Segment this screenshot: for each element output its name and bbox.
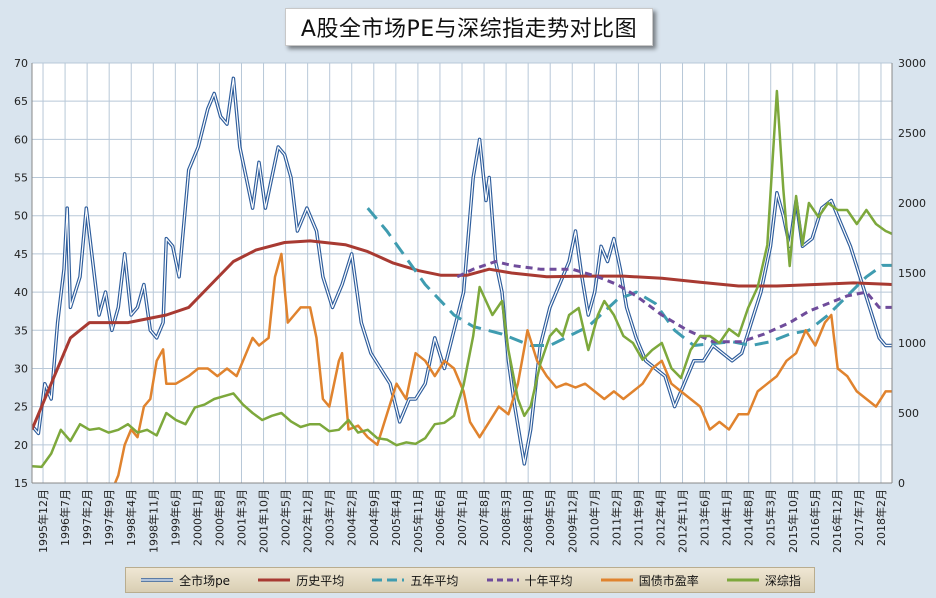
x-tick-label: 2001年10月 [257, 489, 271, 553]
chart-title: A股全市场PE与深综指走势对比图 [300, 17, 638, 42]
x-tick-label: 2015年3月 [764, 489, 778, 546]
axes: 15 20 25 30 35 40 45 50 55 60 65 70 0 500 1000 1500 2000… [14, 57, 926, 553]
legend-item-five: 五年平均 [370, 572, 458, 589]
x-tick-label: 2010年7月 [587, 489, 601, 546]
x-tick-label: 2002年12月 [301, 489, 315, 553]
x-tick-label: 2013年6月 [698, 489, 712, 546]
series-line-hist-avg-group [32, 239, 892, 431]
x-tick-label: 2004年2月 [345, 489, 359, 546]
legend-swatch-szzs [726, 578, 759, 582]
x-tick-label: 2014年1月 [720, 489, 734, 546]
y-left-tick-label: 40 [14, 286, 28, 299]
x-tick-label: 2002年5月 [279, 489, 293, 546]
x-tick-label: 2008年10月 [521, 489, 535, 553]
y-left-tick-label: 25 [14, 401, 28, 414]
legend-item-pe: 全市场pe [139, 572, 230, 589]
y-left-tick-label: 35 [14, 324, 28, 337]
x-tick-label: 1997年9月 [102, 489, 116, 546]
series-line-pe-inner [32, 77, 892, 465]
legend-label: 历史平均 [296, 573, 345, 588]
x-tick-label: 2008年3月 [499, 489, 513, 546]
x-tick-label: 2007年8月 [477, 489, 491, 546]
y-right-tick-label: 2500 [898, 127, 926, 140]
x-tick-label: 1998年11月 [146, 489, 160, 553]
legend-item-hist: 历史平均 [256, 572, 344, 589]
x-tick-label: 2000年8月 [212, 489, 226, 546]
y-left-tick-label: 15 [14, 477, 28, 490]
series-line-szzs [32, 89, 892, 469]
x-tick-label: 2012年11月 [676, 489, 690, 553]
x-tick-label: 2000年1月 [190, 489, 204, 546]
legend-label: 全市场pe [179, 573, 231, 588]
y-left-tick-label: 70 [14, 57, 28, 70]
legend-item-szzs: 深综指 [725, 572, 801, 589]
x-tick-label: 2001年3月 [234, 489, 248, 546]
series-line-bond-pe-group [105, 252, 892, 483]
y-right-tick-label: 500 [898, 407, 919, 420]
series-line-5yr-avg-group [366, 207, 892, 347]
y-left-tick-label: 30 [14, 362, 28, 375]
legend-swatch-pe [141, 578, 174, 582]
series-line-bond-pe [105, 252, 892, 483]
y-left-tick-label: 55 [14, 172, 28, 185]
x-tick-label: 2004年9月 [367, 489, 381, 546]
legend-swatch-ten [486, 578, 519, 582]
legend-swatch-bond [600, 578, 633, 582]
series-layer [32, 76, 892, 483]
x-tick-label: 2015年10月 [786, 489, 800, 553]
x-tick-label: 2018年2月 [874, 489, 888, 546]
chart-title-box: A股全市场PE与深综指走势对比图 [285, 8, 653, 46]
legend-label: 国债市盈率 [638, 573, 699, 588]
x-tick-label: 2016年5月 [808, 489, 822, 546]
y-left-tick-label: 50 [14, 210, 28, 223]
x-tick-label: 2003年7月 [323, 489, 337, 546]
series-line-pe-group [32, 76, 892, 466]
series-line-szzs-group [32, 89, 892, 469]
x-tick-label: 1998年4月 [124, 489, 138, 546]
legend-label: 深综指 [764, 573, 801, 588]
y-left-tick-label: 60 [14, 133, 28, 146]
x-tick-label: 2014年8月 [742, 489, 756, 546]
gridlines [32, 62, 892, 484]
legend-swatch-hist [258, 578, 291, 582]
x-tick-label: 1996年7月 [58, 489, 72, 546]
legend-label: 十年平均 [524, 573, 573, 588]
x-tick-label: 2016年12月 [830, 489, 844, 553]
x-tick-label: 1997年2月 [80, 489, 94, 546]
y-right-tick-label: 1500 [898, 267, 926, 280]
legend-item-ten: 十年平均 [485, 572, 573, 589]
legend-swatch-five [372, 578, 405, 582]
y-left-tick-label: 65 [14, 95, 28, 108]
x-tick-label: 2007年1月 [455, 489, 469, 546]
series-line-5yr-avg [366, 207, 892, 347]
legend-item-bond: 国债市盈率 [599, 572, 699, 589]
series-line-hist-avg [32, 239, 892, 431]
legend-label: 五年平均 [410, 573, 459, 588]
x-tick-label: 1999年6月 [168, 489, 182, 546]
x-tick-label: 2017年7月 [852, 489, 866, 546]
x-tick-label: 2005年11月 [411, 489, 425, 553]
y-right-tick-label: 1000 [898, 337, 926, 350]
y-left-tick-label: 45 [14, 248, 28, 261]
x-tick-label: 2011年2月 [609, 489, 623, 546]
y-right-tick-label: 0 [898, 477, 905, 490]
y-right-tick-label: 3000 [898, 57, 926, 70]
x-tick-label: 2009年12月 [565, 489, 579, 553]
x-tick-label: 2006年6月 [433, 489, 447, 546]
x-tick-label: 2012年4月 [653, 489, 667, 546]
x-tick-label: 1995年12月 [36, 489, 50, 553]
y-left-tick-label: 20 [14, 439, 28, 452]
x-tick-label: 2011年9月 [631, 489, 645, 546]
x-tick-label: 2005年4月 [389, 489, 403, 546]
x-tick-label: 2009年5月 [543, 489, 557, 546]
y-right-tick-label: 2000 [898, 197, 926, 210]
legend: 全市场pe 历史平均 五年平均 十年平均 国债市盈率 深综指 [125, 567, 815, 593]
